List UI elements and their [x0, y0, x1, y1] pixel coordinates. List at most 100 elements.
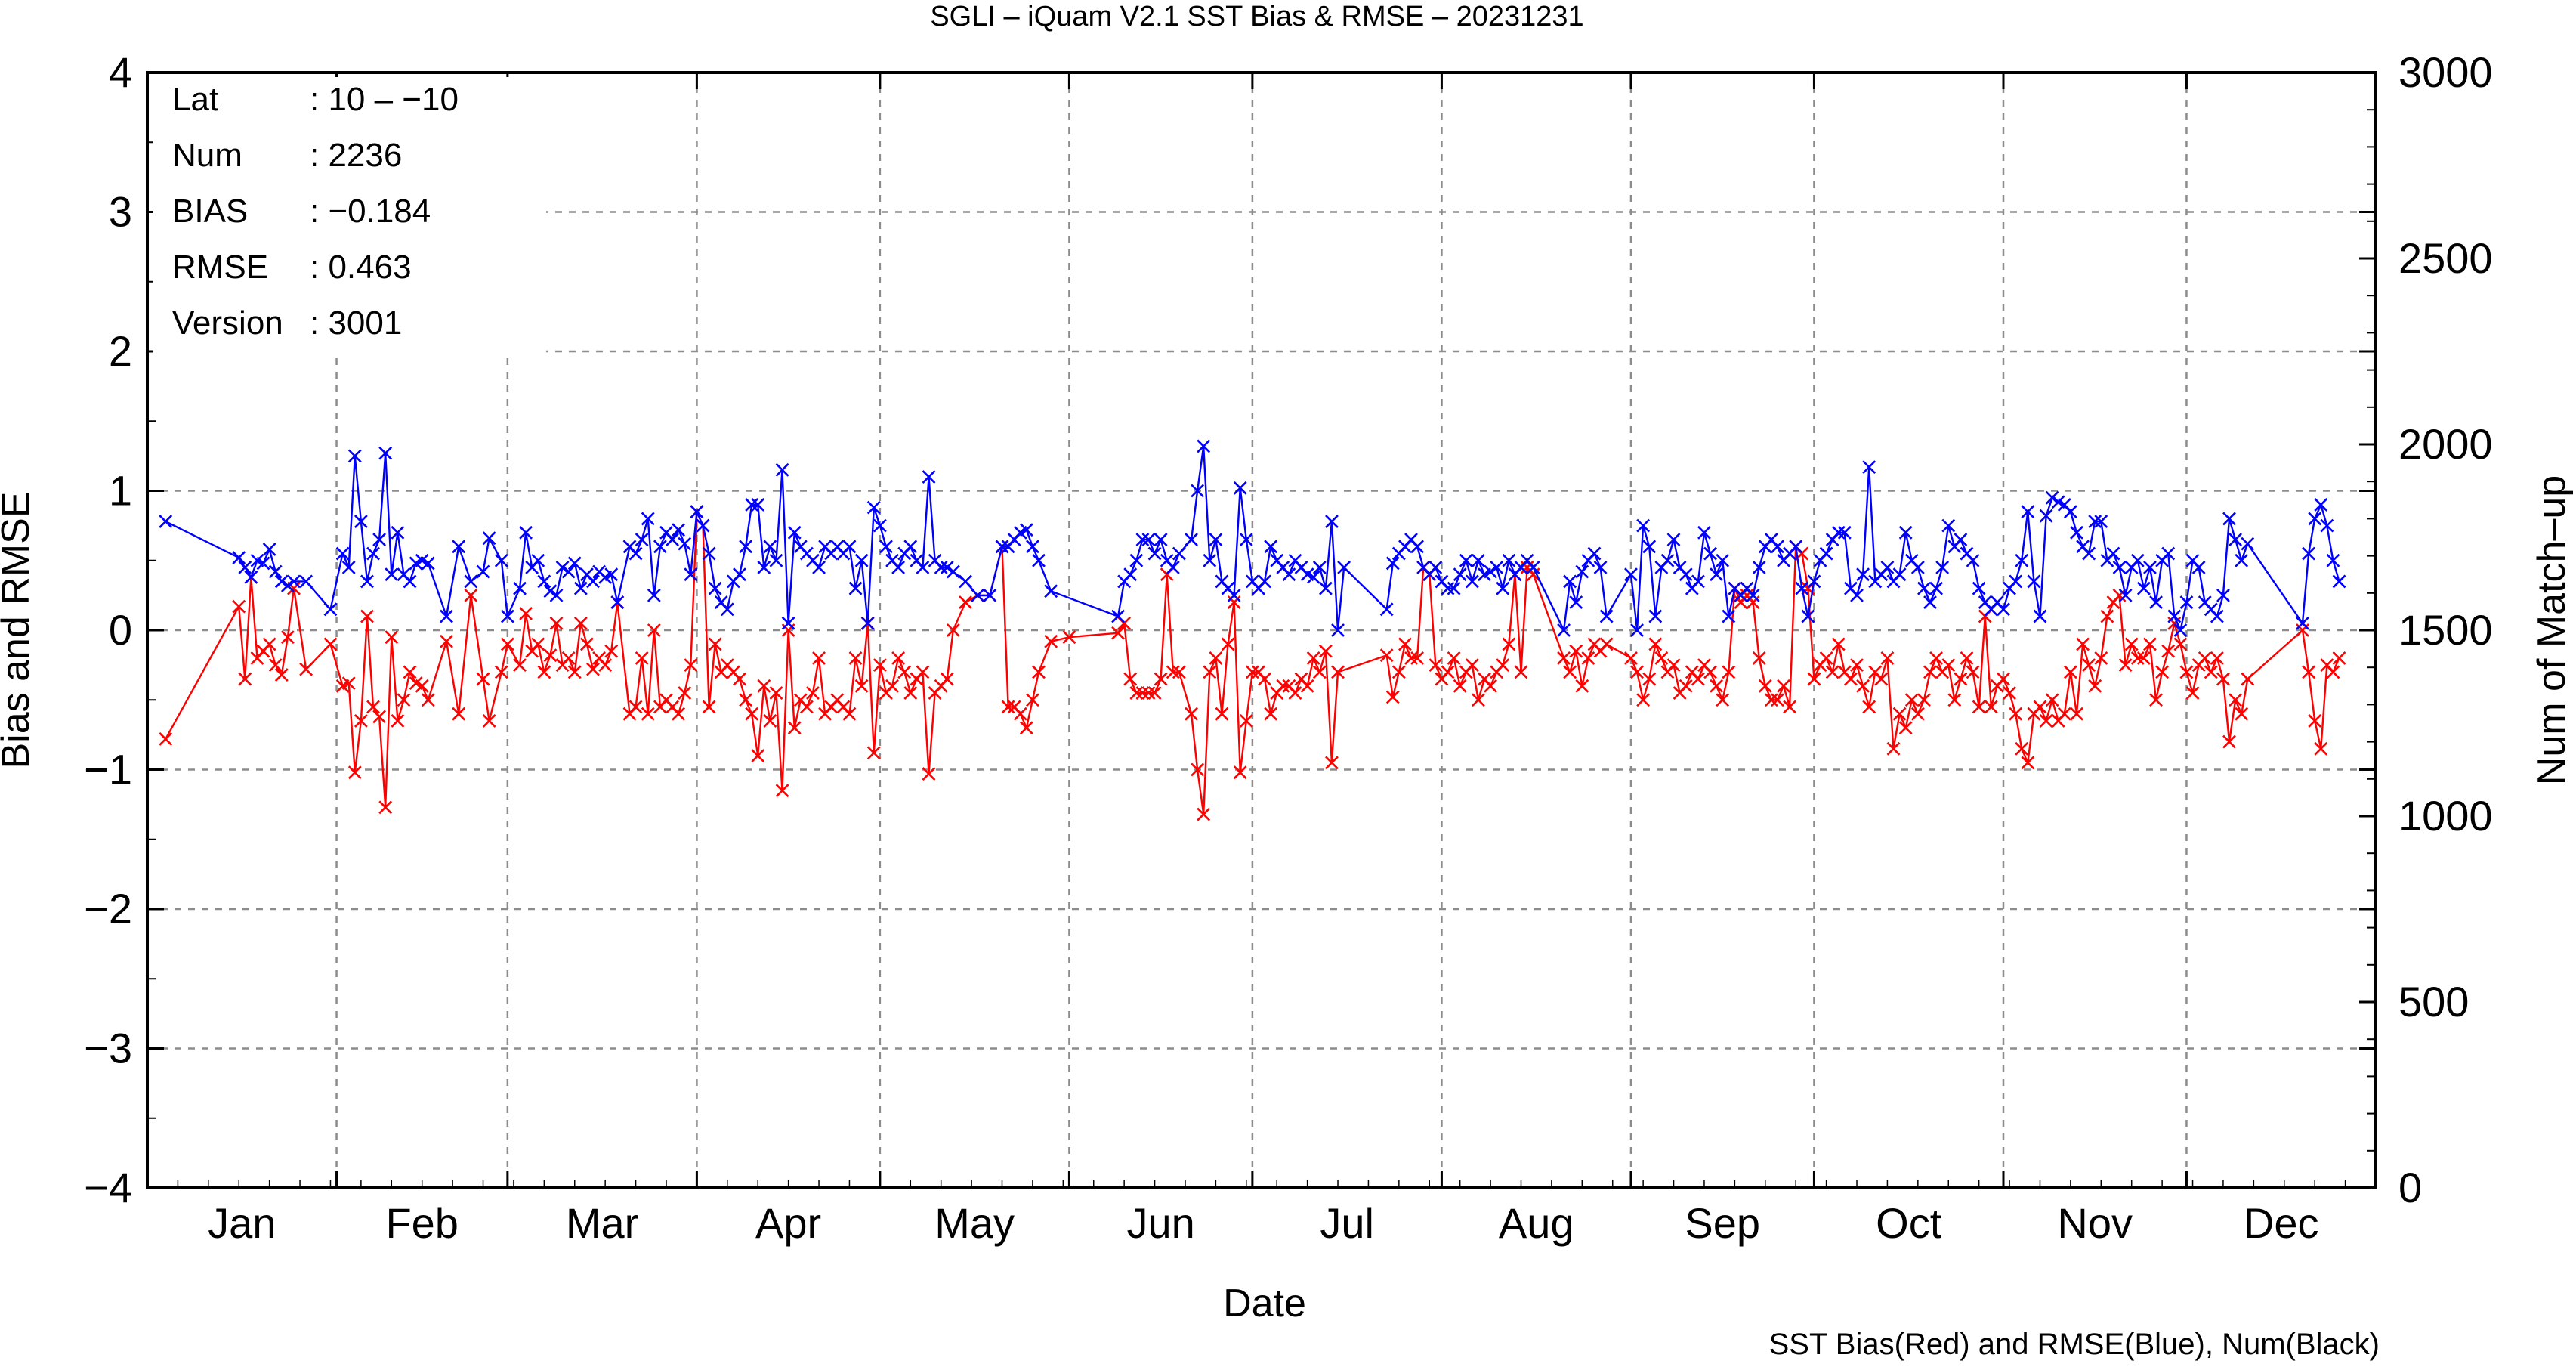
data-point: [1862, 700, 1876, 714]
data-point: [464, 588, 478, 602]
data-point: [1227, 588, 1241, 602]
data-point: [482, 531, 496, 546]
data-point: [720, 602, 734, 617]
data-point: [2222, 512, 2236, 526]
data-point: [629, 700, 643, 714]
data-point: [543, 584, 558, 598]
data-point: [733, 672, 746, 686]
data-point: [391, 714, 405, 728]
data-point: [1264, 540, 1278, 554]
data-point: [1587, 546, 1602, 561]
data-point: [903, 540, 918, 554]
data-point: [1441, 665, 1455, 679]
data-point: [1807, 672, 1821, 686]
data-point: [2191, 561, 2206, 574]
data-point: [1135, 686, 1150, 700]
x-axis-month-labels: Jan Feb Mar Apr May Jun Jul Aug Sep Oct Nov Dec: [208, 1199, 2318, 1247]
data-point: [629, 546, 643, 561]
data-point: [702, 700, 716, 714]
data-point: [1997, 672, 2010, 686]
data-point: [1147, 546, 1162, 561]
data-point: [513, 581, 527, 595]
data-point: [1697, 525, 1711, 540]
data-point: [2070, 525, 2083, 540]
data-point: [1941, 658, 1956, 673]
data-point: [2033, 700, 2047, 714]
data-point: [733, 567, 746, 582]
data-point: [2021, 505, 2035, 519]
data-point: [1013, 707, 1027, 721]
data-point: [1722, 665, 1736, 679]
data-point: [1972, 581, 1986, 595]
data-point: [1966, 553, 1980, 567]
data-point: [2308, 714, 2322, 728]
data-point: [1379, 648, 1394, 663]
data-point: [1502, 553, 1516, 567]
data-point: [647, 588, 661, 602]
data-point: [1954, 533, 1968, 546]
data-point: [360, 574, 374, 589]
data-point: [1898, 525, 1913, 540]
data-point: [866, 746, 881, 760]
data-point: [641, 512, 655, 526]
data-point: [2039, 509, 2053, 523]
data-point: [274, 574, 289, 589]
data-point: [1624, 651, 1638, 665]
data-point: [1459, 553, 1473, 567]
data-point: [2314, 498, 2328, 512]
data-point: [1123, 567, 1138, 582]
data-point: [567, 556, 582, 571]
data-point: [1453, 567, 1467, 582]
data-point: [372, 533, 387, 546]
data-point: [1404, 651, 1418, 665]
data-point: [579, 637, 594, 651]
data-point: [1221, 637, 1235, 651]
y2-axis-title: Num of Match–up: [2530, 475, 2574, 785]
data-point: [1703, 665, 1717, 679]
data-point: [1300, 679, 1314, 693]
x-tick-label: Aug: [1499, 1199, 1574, 1247]
stats-label: Lat: [172, 81, 218, 118]
data-point: [787, 721, 802, 735]
data-point: [1276, 679, 1290, 693]
data-point: [573, 616, 588, 630]
data-point: [1044, 584, 1058, 598]
data-point: [2130, 651, 2145, 665]
data-point: [2308, 512, 2322, 526]
data-point: [1239, 533, 1253, 546]
data-point: [922, 767, 936, 781]
data-point: [2045, 490, 2059, 505]
data-point: [1575, 679, 1589, 693]
data-point: [1758, 679, 1772, 693]
data-point: [1630, 665, 1644, 679]
data-point: [2179, 595, 2194, 610]
data-point: [2082, 658, 2096, 673]
data-point: [1245, 665, 1259, 679]
data-point: [262, 637, 276, 651]
stats-label: Num: [172, 137, 242, 174]
y-axis-tick-labels: −4 −3 −2 −1 0 1 2 3 4: [84, 48, 132, 1211]
data-point: [1019, 721, 1033, 735]
data-point: [1331, 665, 1345, 679]
data-point: [464, 574, 478, 589]
data-point: [1752, 561, 1766, 574]
data-point: [1654, 651, 1669, 665]
data-point: [873, 658, 887, 673]
data-point: [500, 609, 514, 623]
data-point: [2155, 665, 2170, 679]
data-point: [476, 564, 490, 579]
data-point: [959, 574, 972, 589]
data-point: [2185, 686, 2200, 700]
data-point: [494, 553, 508, 567]
data-point: [1636, 693, 1651, 707]
data-point: [2088, 515, 2102, 529]
data-point: [684, 567, 698, 582]
x-tick-label: Jun: [1126, 1199, 1194, 1247]
data-point: [268, 658, 283, 673]
data-point: [482, 714, 496, 728]
data-point: [1954, 672, 1968, 686]
data-point: [891, 651, 906, 665]
data-point: [2143, 637, 2157, 651]
data-point: [1966, 665, 1980, 679]
data-point: [1526, 561, 1540, 574]
